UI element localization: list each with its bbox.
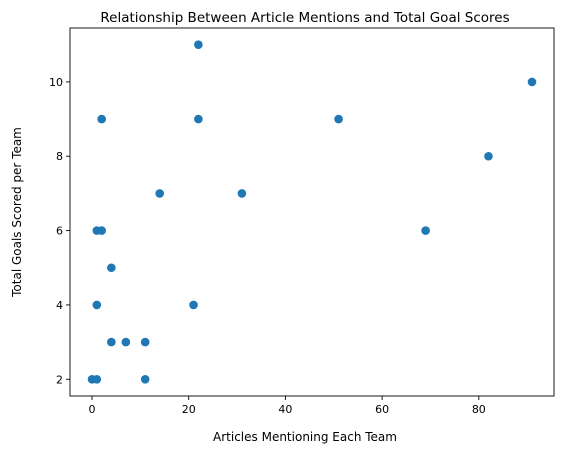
data-point: [527, 77, 537, 87]
data-point: [140, 337, 150, 347]
data-point: [92, 300, 102, 310]
data-point: [92, 374, 102, 384]
y-axis-ticks: 2 4 6 8 10: [49, 76, 70, 386]
chart-title: Relationship Between Article Mentions an…: [100, 10, 509, 26]
y-tick-label: 4: [56, 299, 63, 312]
data-point: [194, 114, 203, 124]
data-point: [121, 337, 131, 347]
data-point: [421, 226, 430, 235]
data-point: [155, 189, 164, 198]
data-point: [97, 114, 106, 124]
data-point: [189, 300, 198, 310]
y-tick-label: 6: [56, 225, 63, 238]
y-tick-label: 8: [56, 150, 63, 163]
data-point: [194, 40, 203, 50]
data-point: [140, 374, 150, 384]
y-tick-label: 10: [49, 76, 63, 89]
x-tick-label: 0: [89, 403, 96, 416]
data-point: [484, 151, 493, 161]
data-point: [334, 114, 343, 124]
x-tick-label: 80: [472, 403, 486, 416]
x-tick-label: 20: [182, 403, 196, 416]
data-point: [107, 337, 116, 347]
data-point: [107, 263, 116, 273]
x-tick-label: 40: [278, 403, 292, 416]
x-axis-ticks: 0 20 40 60 80: [89, 396, 486, 416]
plot-frame: [69, 27, 555, 397]
data-point: [237, 189, 247, 198]
data-points: [87, 40, 537, 384]
data-point: [97, 226, 106, 235]
y-tick-label: 2: [56, 373, 63, 386]
x-tick-label: 60: [375, 403, 389, 416]
x-axis-label: Articles Mentioning Each Team: [213, 430, 397, 444]
y-axis-label: Total Goals Scored per Team: [10, 127, 24, 298]
